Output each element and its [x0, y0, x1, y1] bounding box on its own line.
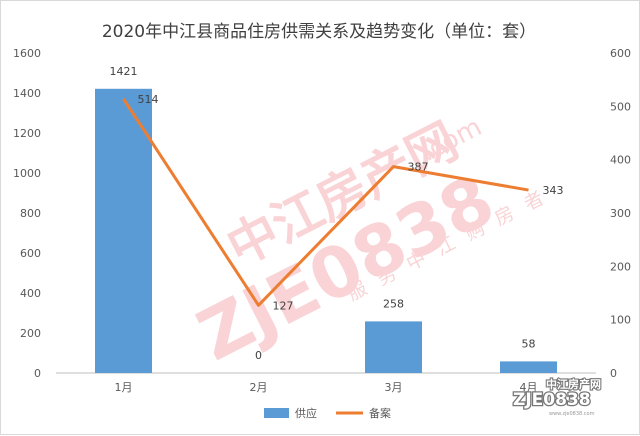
y-left-tick-label: 200 [20, 327, 41, 340]
legend-swatch-bar [264, 408, 289, 418]
bar [500, 361, 557, 373]
y-right-tick-label: 600 [610, 47, 631, 60]
line-data-label: 343 [543, 184, 564, 197]
y-right-tick-label: 400 [610, 154, 631, 167]
bar-data-label: 1421 [110, 65, 138, 78]
y-left-tick-label: 1600 [13, 47, 41, 60]
bar-data-label: 258 [383, 297, 404, 310]
x-tick-label: 1月 [115, 381, 133, 394]
y-right-tick-label: 0 [610, 367, 617, 380]
bar [365, 321, 422, 373]
legend-label: 备案 [369, 406, 391, 420]
bar-series [95, 88, 557, 374]
corner-logo-name: 中江房产网 [546, 377, 601, 391]
line-data-label: 514 [138, 93, 159, 106]
chart-title: 2020年中江县商品住房供需关系及趋势变化（单位：套） [102, 22, 536, 42]
y-left-tick-label: 1000 [13, 167, 41, 180]
y-left-tick-label: 400 [20, 287, 41, 300]
line-data-label: 387 [408, 161, 429, 174]
y-left-tick-label: 1200 [13, 127, 41, 140]
y-left-tick-label: 800 [20, 207, 41, 220]
x-tick-label: 2月 [250, 381, 268, 394]
corner-logo-url: www.zje0838.com [549, 411, 595, 417]
bar-data-label: 0 [255, 349, 262, 362]
line-data-label: 127 [273, 299, 294, 312]
y-left-tick-label: 600 [20, 247, 41, 260]
y-left-tick-label: 1400 [13, 87, 41, 100]
corner-logo: 中江房产网 ZJE0838 www.zje0838.com [512, 376, 602, 417]
line-series [122, 98, 529, 307]
line-path [122, 98, 529, 307]
legend-label: 供应 [295, 406, 317, 420]
x-tick-label: 4月 [520, 381, 538, 394]
y-left-tick-label: 0 [34, 367, 41, 380]
corner-logo-code: ZJE0838 [513, 390, 591, 410]
y-right-tick-label: 200 [610, 260, 631, 273]
y-right-tick-label: 500 [610, 100, 631, 113]
x-tick-label: 3月 [385, 381, 403, 394]
watermark: 中江房产网 ZJE0838 .com 服务中江购房者 [185, 112, 560, 377]
y-right-tick-label: 300 [610, 207, 631, 220]
data-labels: 1421 0 258 58 514 127 387 343 [110, 65, 564, 362]
legend: 供应 备案 [264, 406, 391, 420]
bar [95, 88, 152, 374]
y-right-tick-label: 100 [610, 314, 631, 327]
bar-data-label: 58 [522, 337, 536, 350]
